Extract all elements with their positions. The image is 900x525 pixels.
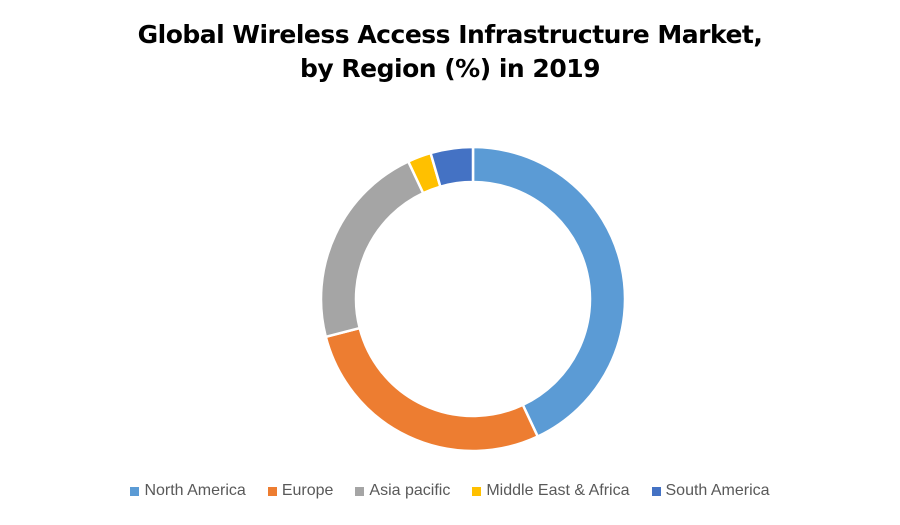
chart-title-line-2: by Region (%) in 2019 (300, 54, 601, 83)
legend-label: Middle East & Africa (486, 482, 630, 499)
legend-item-north-america: North America (130, 482, 246, 500)
legend-label: Europe (281, 482, 334, 499)
legend-swatch (651, 486, 661, 496)
legend-swatch (267, 486, 277, 496)
legend-item-europe: Europe (267, 482, 334, 500)
legend-item-south-america: South America (651, 482, 770, 500)
legend-item-middle-east-africa: Middle East & Africa (472, 482, 630, 500)
slice-south-america (429, 145, 475, 189)
legend-label: Asia pacific (369, 482, 451, 499)
legend: North America Europe Asia pacific Middle Ea… (0, 482, 900, 500)
legend-swatch (130, 486, 140, 496)
slice-north-america (471, 145, 627, 439)
legend-label: South America (665, 482, 770, 499)
slice-europe (324, 326, 540, 453)
chart-title-line-1: Global Wireless Access Infrastructure Ma… (137, 20, 763, 49)
legend-label: North America (144, 482, 246, 499)
legend-item-asia-pacific: Asia pacific (355, 482, 450, 500)
legend-swatch (472, 486, 482, 496)
slice-asia-pacific (319, 159, 425, 339)
chart-title: Global Wireless Access Infrastructure Ma… (0, 18, 900, 86)
legend-swatch (355, 486, 365, 496)
